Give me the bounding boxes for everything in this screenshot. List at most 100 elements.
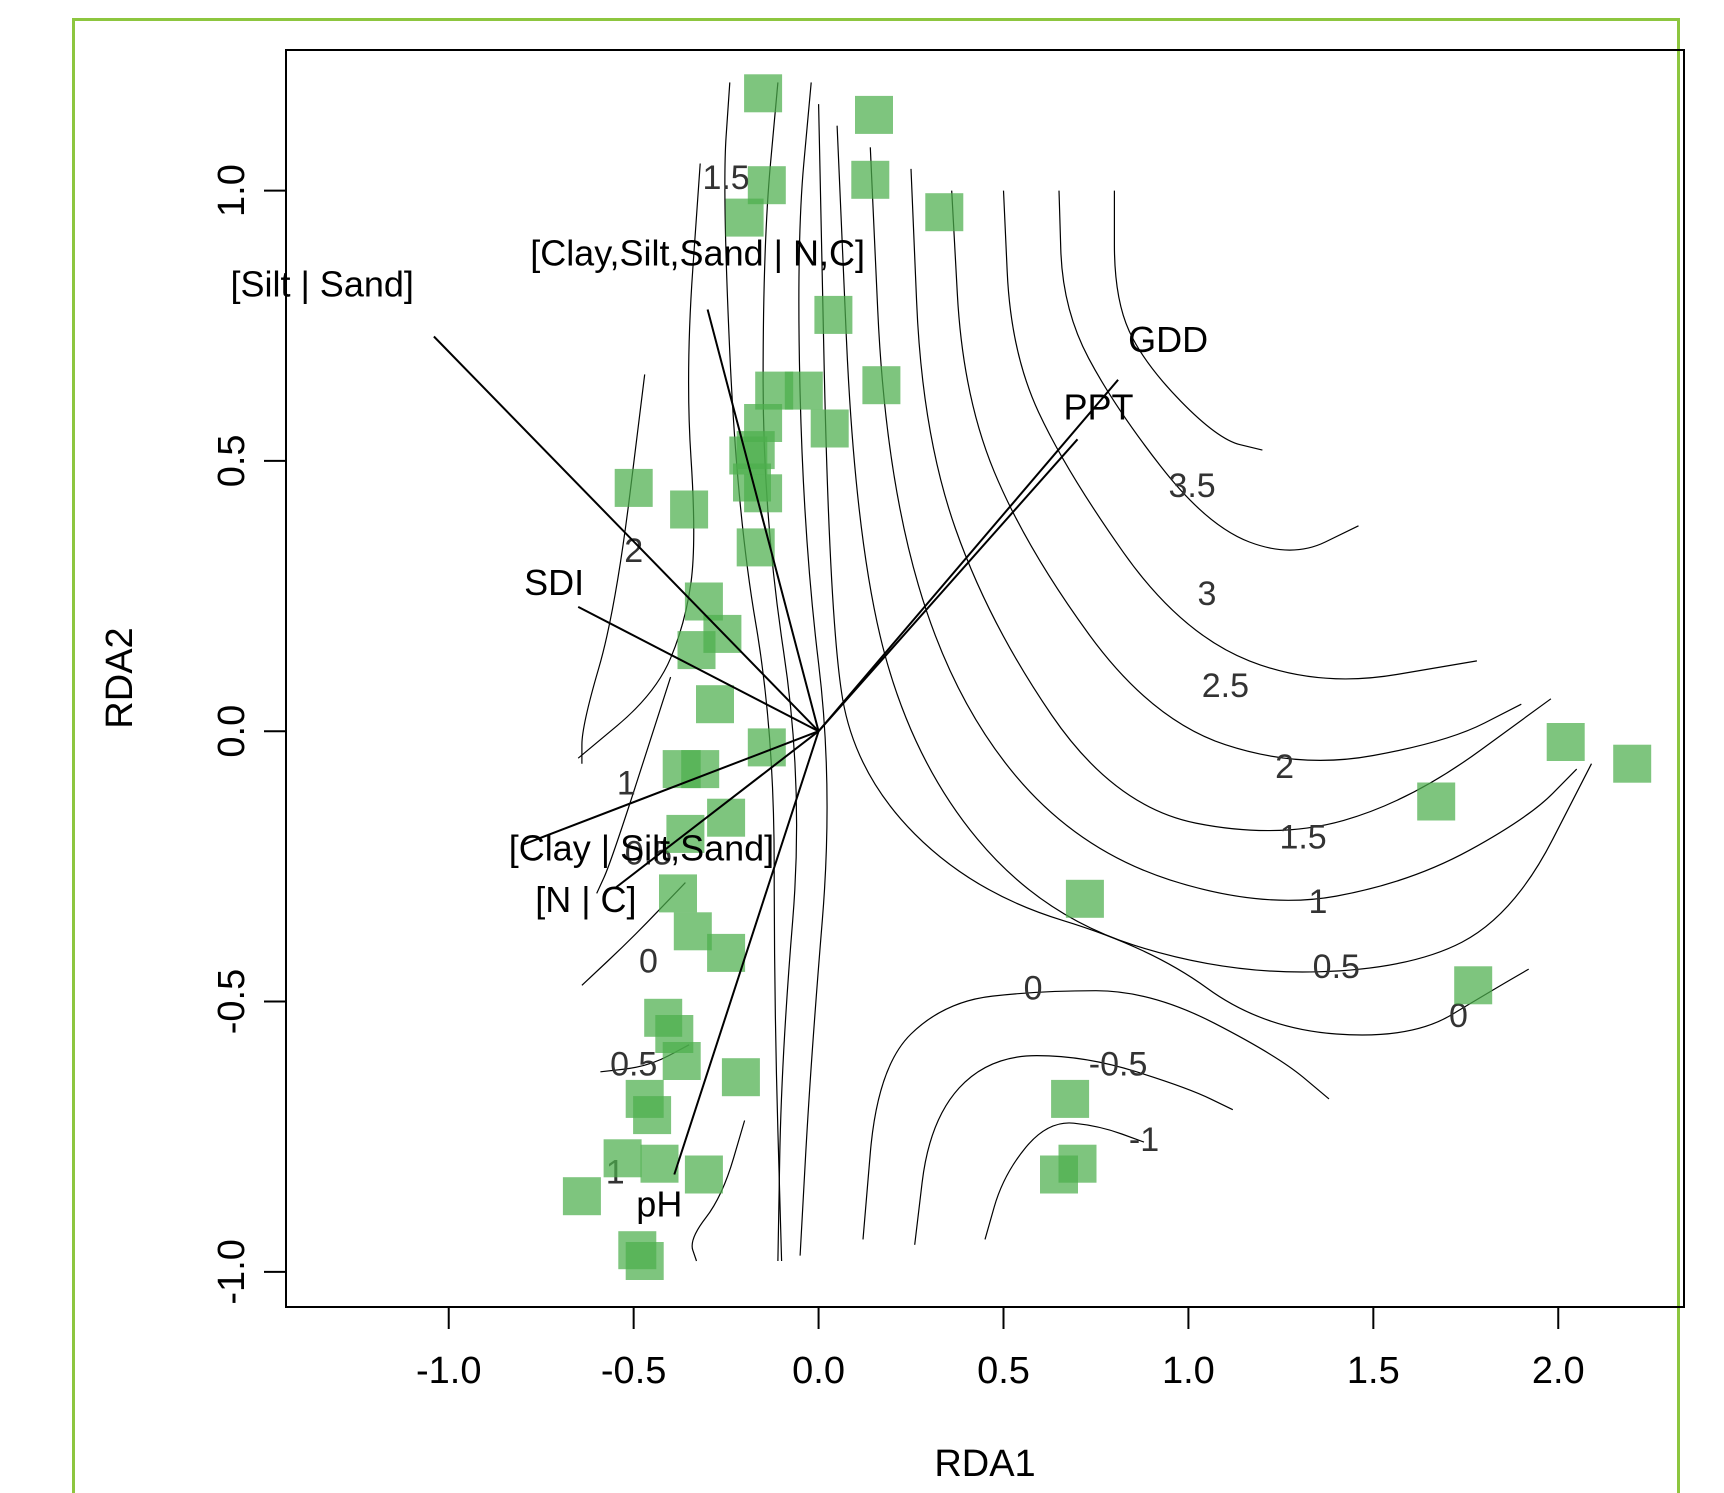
x-tick-label: 0.0	[792, 1350, 845, 1392]
arrow-line	[673, 730, 820, 1175]
contour-label: 0.5	[625, 835, 672, 873]
contour-line	[951, 190, 1522, 761]
arrow-line	[706, 309, 820, 732]
biplot-arrows: [Silt | Sand] [Clay,Silt,Sand | N,C] GDD PP…	[230, 233, 1208, 1225]
sample-point	[659, 874, 697, 913]
contour-line	[910, 168, 1552, 832]
sample-point	[744, 474, 783, 513]
sample-point	[1546, 723, 1585, 761]
sample-point	[721, 1058, 760, 1097]
y-tick-label: -1.0	[211, 1239, 253, 1304]
contour-label: -0.5	[1089, 1045, 1148, 1083]
arrow-label: [Clay | Silt,Sand]	[509, 828, 774, 869]
sample-point	[677, 631, 716, 670]
contour-label: 3.5	[1168, 467, 1215, 505]
sample-point	[640, 1144, 679, 1183]
contour-label: 0	[1449, 997, 1468, 1035]
contour-line	[1002, 190, 1478, 680]
arrow-line	[433, 335, 820, 732]
x-tick-label: -1.0	[416, 1350, 481, 1392]
arrow-line	[817, 438, 1079, 732]
contour-label: 2.5	[1202, 667, 1249, 705]
plot-area-border	[285, 49, 1685, 1308]
sample-points	[562, 74, 1652, 1280]
sample-point	[814, 295, 853, 334]
sample-point	[625, 1242, 664, 1280]
contour-label: 2	[1275, 748, 1294, 786]
arrow-line	[817, 379, 1119, 732]
contour-line	[869, 147, 1578, 901]
x-tick-label: 0.5	[977, 1350, 1030, 1392]
contour-label: 0	[1024, 970, 1043, 1008]
sample-point	[603, 1139, 642, 1178]
contour-label: 3	[1197, 575, 1216, 613]
sample-point	[1417, 782, 1456, 821]
sample-point	[862, 366, 901, 405]
sample-point	[736, 528, 775, 567]
x-tick-label: 1.0	[1162, 1350, 1215, 1392]
contour-label: 1.5	[1279, 818, 1326, 856]
contour-line	[1113, 190, 1263, 451]
contour-line	[581, 374, 646, 764]
sample-point	[925, 193, 964, 232]
x-tick-label: 1.5	[1347, 1350, 1400, 1392]
contour-label: 0	[639, 943, 658, 981]
x-axis: -1.0 -0.5 0.0 0.5 1.0 1.5 2.0	[416, 1306, 1585, 1392]
sample-point	[1065, 879, 1104, 918]
x-tick-label: -0.5	[601, 1350, 666, 1392]
sample-point	[736, 431, 775, 470]
contour-label: 1.5	[702, 159, 749, 197]
sample-point	[744, 74, 783, 113]
x-axis-title: RDA1	[934, 1443, 1035, 1485]
sample-point	[1613, 744, 1652, 783]
sample-point	[747, 166, 786, 205]
arrow-label: GDD	[1128, 319, 1208, 360]
sample-point	[562, 1177, 601, 1216]
contour-line	[691, 1120, 746, 1262]
contour-line	[862, 990, 1330, 1240]
sample-point	[1454, 966, 1493, 1005]
chart-frame	[72, 18, 1680, 1493]
sample-point	[784, 371, 823, 410]
arrow-label: SDI	[524, 562, 584, 603]
arrow-line	[577, 606, 820, 733]
arrow-line	[614, 730, 820, 889]
contour-label: 1	[1308, 883, 1327, 921]
y-axis: -1.0 -0.5 0.0 0.5 1.0	[211, 164, 287, 1305]
y-tick-label: 0.0	[211, 705, 253, 758]
sample-point	[670, 490, 709, 529]
y-tick-label: -0.5	[211, 969, 253, 1034]
y-axis-title: RDA2	[99, 627, 141, 728]
arrow-label: [Clay,Silt,Sand | N,C]	[530, 233, 865, 274]
sample-point	[707, 798, 746, 837]
sample-point	[633, 1096, 672, 1135]
x-tick-label: 2.0	[1532, 1350, 1585, 1392]
sample-point	[1051, 1079, 1090, 1118]
sample-point	[855, 95, 893, 134]
sample-point	[614, 468, 653, 507]
contour-label: 1	[617, 764, 636, 802]
y-tick-label: 0.5	[211, 434, 253, 487]
arrow-line	[522, 730, 819, 846]
contour-line	[798, 82, 828, 1256]
contour-label: 0.5	[610, 1045, 657, 1083]
sample-point	[1040, 1155, 1078, 1194]
contour-label: 0.5	[1313, 948, 1360, 986]
sample-point	[747, 728, 786, 767]
arrow-label: [N | C]	[535, 879, 636, 920]
sample-point	[696, 685, 734, 724]
contour-line	[984, 1122, 1145, 1240]
contour-line	[596, 676, 672, 894]
contour-line	[818, 104, 1530, 1036]
contour-line	[914, 1054, 1234, 1245]
arrow-label: [Silt | Sand]	[230, 264, 413, 305]
contour-line	[1058, 190, 1359, 551]
contour-label: 2	[624, 532, 643, 570]
sample-point	[707, 933, 746, 972]
contour-line	[724, 82, 783, 1262]
sample-point	[662, 1042, 701, 1080]
sample-point	[851, 160, 890, 199]
contour-line	[836, 125, 1593, 973]
sample-point	[673, 912, 712, 951]
